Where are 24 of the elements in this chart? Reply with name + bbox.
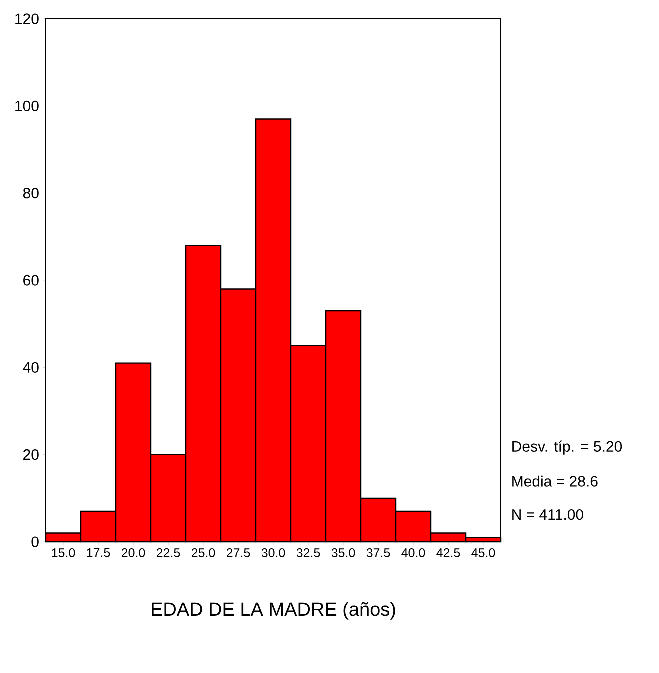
x-tick-label: 40.0 <box>402 548 426 558</box>
x-tick-label: 30.0 <box>262 548 286 558</box>
x-tick-label: 25.0 <box>192 548 216 558</box>
y-tick-label: 0 <box>32 536 39 548</box>
x-tick-label: 27.5 <box>226 548 250 558</box>
x-axis-title: EDAD DE LA MADRE (años) <box>152 602 396 620</box>
y-tick-label: 20 <box>24 450 39 460</box>
x-tick-label: 22.5 <box>156 548 180 558</box>
text: N = 411.00 <box>512 509 584 520</box>
x-tick-label: 17.5 <box>87 548 110 558</box>
x-tick-label: 35.0 <box>332 548 356 558</box>
y-tick-label: 60 <box>24 275 39 286</box>
x-tick-label: 15.0 <box>52 548 76 558</box>
y-tick-label: 120 <box>16 14 39 24</box>
x-tick-label: 32.5 <box>296 548 320 558</box>
x-tick-label: 20.0 <box>122 548 146 558</box>
y-tick-label: 80 <box>23 188 39 199</box>
y-tick-label: 100 <box>16 100 39 112</box>
text: Media = 28.6 <box>512 476 598 487</box>
x-tick-label: 45.0 <box>472 548 496 558</box>
y-tick-label: 40 <box>23 362 39 373</box>
x-tick-label: 37.5 <box>366 548 390 558</box>
text: Desv. típ. = 5.20 <box>512 440 622 455</box>
x-tick-label: 42.5 <box>436 548 460 558</box>
